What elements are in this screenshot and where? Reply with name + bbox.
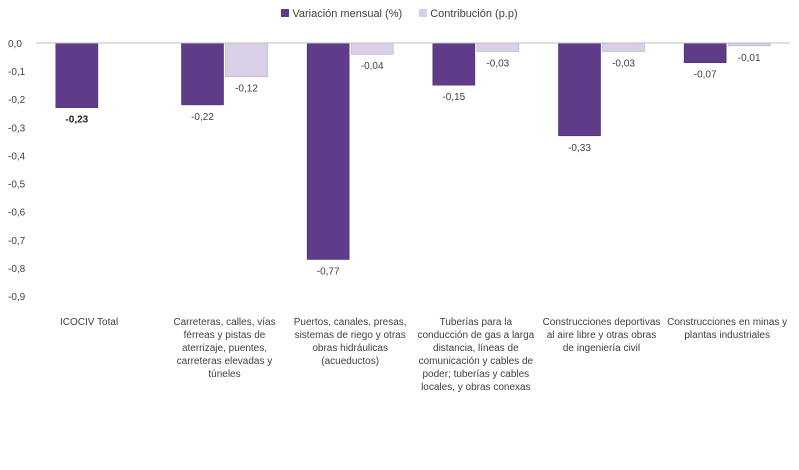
bar-variacion <box>432 42 476 86</box>
legend-label-variacion: Variación mensual (%) <box>292 8 403 20</box>
data-label: -0,22 <box>191 112 214 123</box>
data-label: -0,12 <box>235 84 258 95</box>
y-tick-label: -0,3 <box>8 123 26 134</box>
legend-swatch-contribucion <box>419 9 428 18</box>
legend-item-variacion: Variación mensual (%) <box>281 8 402 20</box>
y-tick-label: -0,7 <box>8 236 26 247</box>
data-label: -0,23 <box>65 115 88 126</box>
category-label: Carreteras, calles, vías férreas y pista… <box>173 317 276 380</box>
bar-contribucion <box>476 42 520 52</box>
bar-variacion <box>181 42 224 106</box>
data-label: -0,03 <box>612 58 635 69</box>
y-tick-label: -0,6 <box>8 208 26 219</box>
data-label: -0,03 <box>486 58 509 69</box>
y-tick-label: -0,2 <box>8 95 26 106</box>
y-tick-label: -0,5 <box>8 180 26 191</box>
data-label: -0,01 <box>738 53 761 64</box>
bar-contribucion <box>602 42 645 52</box>
bar-variacion <box>558 42 601 137</box>
data-label: -0,04 <box>361 61 384 72</box>
category-label: Tuberías para la conducción de gas a lar… <box>417 317 535 393</box>
bar-variacion <box>55 42 99 108</box>
bar-contribucion <box>350 42 394 55</box>
y-tick-label: -0,8 <box>8 264 26 275</box>
legend-swatch-variacion <box>281 9 290 18</box>
y-tick-label: -0,9 <box>8 292 26 303</box>
y-tick-label: 0,0 <box>8 39 22 50</box>
data-label: -0,07 <box>694 70 717 81</box>
bar-variacion <box>306 42 350 260</box>
data-label: -0,15 <box>442 92 465 103</box>
bar-variacion <box>683 42 727 63</box>
category-label: Puertos, canales, presas, sistemas de ri… <box>293 317 407 367</box>
category-label: Construcciones deportivas al aire libre … <box>542 317 661 354</box>
category-label: Construcciones en minas y plantas indust… <box>667 317 788 341</box>
y-tick-label: -0,1 <box>8 67 26 78</box>
legend-label-contribucion: Contribución (p.p) <box>430 8 518 20</box>
category-label: ICOCIV Total <box>60 317 119 328</box>
chart-legend: Variación mensual (%) Contribución (p.p) <box>0 8 799 20</box>
bar-contribucion <box>225 42 268 78</box>
data-label: -0,33 <box>568 143 591 154</box>
y-tick-label: -0,4 <box>8 151 26 162</box>
data-label: -0,77 <box>317 266 340 277</box>
legend-item-contribucion: Contribución (p.p) <box>419 8 518 20</box>
